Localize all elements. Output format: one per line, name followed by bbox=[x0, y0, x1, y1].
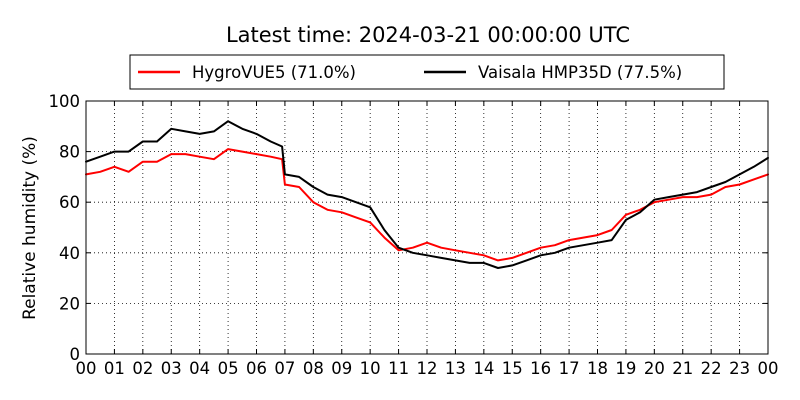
legend-label-hygrovue5: HygroVUE5 (71.0%) bbox=[192, 63, 356, 82]
x-axis-ticks: 00 01 02 03 04 05 06 07 08 09 10 11 12 13 14 15 16 17 18 19… bbox=[76, 101, 779, 378]
series-line-0 bbox=[85, 148, 769, 262]
y-tick-label: 60 bbox=[59, 193, 80, 212]
x-tick-label: 09 bbox=[331, 359, 352, 378]
x-tick-label: 02 bbox=[132, 359, 153, 378]
plot-frame bbox=[85, 100, 769, 355]
y-tick-label: 100 bbox=[49, 92, 81, 111]
legend: HygroVUE5 (71.0%) Vaisala HMP35D (77.5%) bbox=[129, 54, 725, 90]
x-tick-label: 16 bbox=[530, 359, 551, 378]
x-tick-label: 00 bbox=[76, 359, 97, 378]
x-tick-label: 07 bbox=[274, 359, 295, 378]
x-tick-label: 15 bbox=[502, 359, 523, 378]
x-tick-label: 22 bbox=[701, 359, 722, 378]
x-tick-label: 17 bbox=[559, 359, 580, 378]
x-tick-label: 00 bbox=[758, 359, 779, 378]
x-tick-label: 12 bbox=[417, 359, 438, 378]
x-tick-label: 04 bbox=[189, 359, 210, 378]
y-tick-label: 20 bbox=[59, 294, 80, 313]
chart-title: Latest time: 2024-03-21 00:00:00 UTC bbox=[226, 23, 630, 47]
x-tick-label: 01 bbox=[104, 359, 125, 378]
x-tick-label: 06 bbox=[246, 359, 267, 378]
legend-label-vaisala: Vaisala HMP35D (77.5%) bbox=[478, 63, 682, 82]
y-tick-label: 0 bbox=[70, 345, 81, 364]
x-tick-label: 23 bbox=[729, 359, 750, 378]
y-tick-label: 80 bbox=[59, 143, 80, 162]
x-tick-label: 08 bbox=[303, 359, 324, 378]
x-tick-label: 21 bbox=[672, 359, 693, 378]
x-tick-label: 19 bbox=[615, 359, 636, 378]
y-axis-ticks: 0 20 40 60 80 100 bbox=[49, 92, 768, 364]
x-tick-label: 11 bbox=[388, 359, 409, 378]
y-tick-label: 40 bbox=[59, 244, 80, 263]
grid bbox=[86, 101, 768, 354]
x-tick-label: 13 bbox=[445, 359, 466, 378]
y-axis-label: Relative humidity (%) bbox=[20, 136, 40, 320]
x-tick-label: 03 bbox=[161, 359, 182, 378]
x-tick-label: 05 bbox=[218, 359, 239, 378]
x-tick-label: 20 bbox=[644, 359, 665, 378]
x-tick-label: 18 bbox=[587, 359, 608, 378]
x-tick-label: 14 bbox=[473, 359, 494, 378]
series-line-1 bbox=[85, 120, 769, 269]
x-tick-label: 10 bbox=[360, 359, 381, 378]
series-lines bbox=[85, 120, 769, 269]
